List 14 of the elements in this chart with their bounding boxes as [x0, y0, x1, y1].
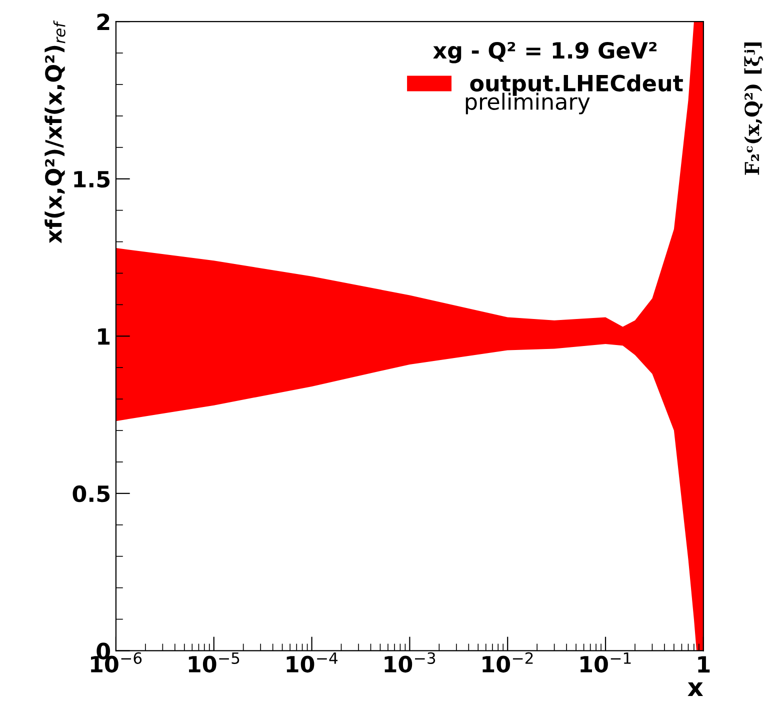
y-axis-title: xf(x,Q²)/xf(x,Q²)$_{ref}$ — [44, 20, 66, 244]
y-tick-label: 1 — [98, 328, 110, 345]
x-tick-label: 10$^{−4}$ — [286, 652, 338, 673]
x-tick-label: 10$^{−5}$ — [188, 652, 240, 673]
x-tick-label: 10$^{−3}$ — [384, 652, 436, 673]
y2-axis-title: F₂ᶜ(x,Q²) [ξʲ] — [744, 42, 764, 175]
x-tick-label: 10$^{−1}$ — [580, 652, 631, 673]
y-tick-label: 1.5 — [74, 171, 110, 188]
y-tick-label: 2 — [97, 14, 110, 30]
x-tick-label: 10$^{−2}$ — [482, 652, 533, 673]
y-tick-label: 0.5 — [72, 485, 110, 502]
x-tick-label: 1 — [698, 656, 710, 672]
x-axis-title: x — [688, 682, 704, 696]
legend-title: xg - Q² = 1.9 GeV² — [433, 42, 656, 64]
